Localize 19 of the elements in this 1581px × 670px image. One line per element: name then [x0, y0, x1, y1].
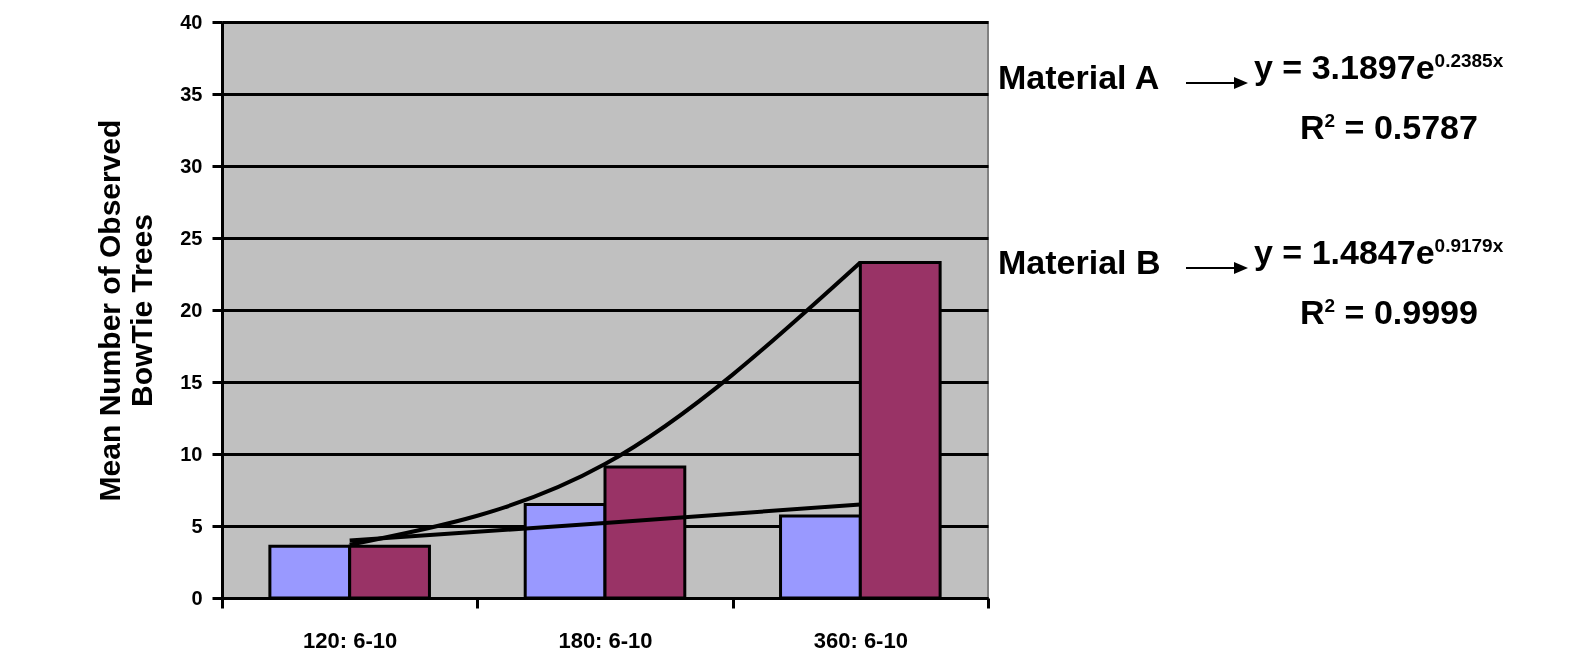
- y-tick-label: 0: [191, 586, 203, 609]
- text: y = 1.4847e$^{0.9179x}$: [1254, 233, 1504, 272]
- y-axis-title: Mean Number of Observed BowTie Trees: [93, 119, 159, 502]
- text: y = 3.1897e$^{0.2385x}$: [1254, 48, 1504, 87]
- y-tick-label: 5: [191, 514, 203, 537]
- x-tick-label: 180: 6-10: [558, 627, 653, 653]
- y-tick-label: 30: [180, 154, 203, 177]
- y-tick-label: 15: [180, 370, 203, 393]
- text: R$^{2}$ = 0.5787: [1300, 108, 1478, 147]
- text: R$^{2}$ = 0.9999: [1300, 293, 1478, 332]
- text: Material A: [998, 58, 1160, 97]
- y-tick-label: 20: [180, 298, 203, 321]
- y-tick-label: 10: [180, 442, 203, 465]
- y-tick-label: 40: [180, 10, 203, 33]
- x-tick-label: 120: 6-10: [303, 627, 398, 653]
- y-tick-label: 35: [180, 82, 203, 105]
- y-tick-label: 25: [180, 226, 203, 249]
- x-tick-label: 360: 6-10: [813, 627, 908, 653]
- text: Material B: [998, 243, 1161, 282]
